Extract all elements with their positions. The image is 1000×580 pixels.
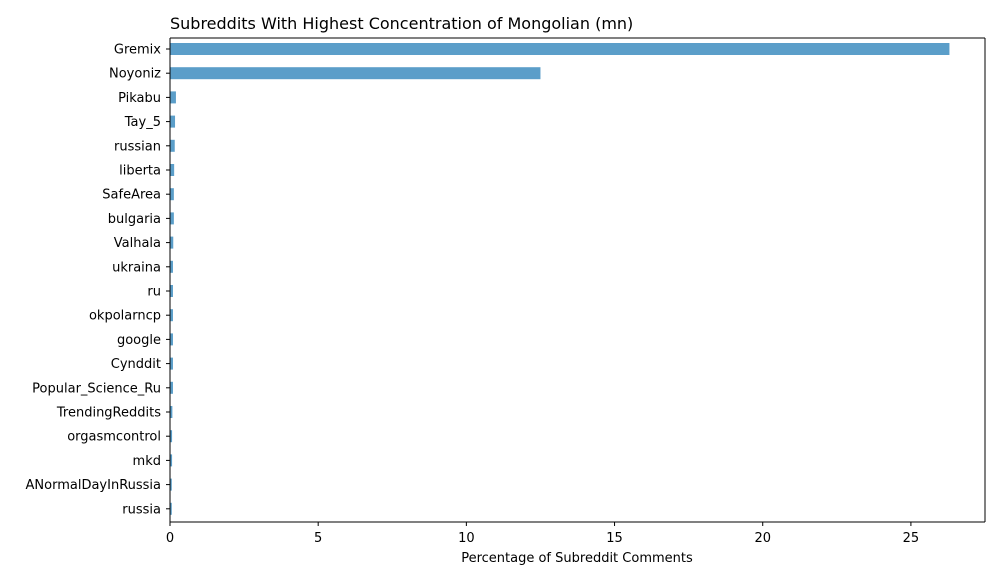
bar-trendingreddits (170, 406, 173, 418)
bar-safearea (170, 188, 174, 201)
bar-anormaldayinrussia (170, 478, 172, 491)
y-tick-label: mkd (133, 454, 161, 469)
bar-russian (170, 139, 175, 152)
x-tick-label: 15 (606, 531, 623, 546)
y-tick-label: SafeArea (102, 188, 161, 203)
bar-noyoniz (170, 67, 541, 80)
bar-ukraina (170, 260, 173, 273)
bar-okpolarncp (170, 309, 173, 322)
bar-valhala (170, 236, 174, 249)
y-tick-label: Popular_Science_Ru (32, 381, 161, 396)
bar-liberta (170, 164, 175, 176)
x-tick-label: 5 (314, 531, 322, 546)
y-tick-label: TrendingReddits (56, 406, 161, 421)
bar-orgasmcontrol (170, 430, 173, 443)
bar-google (170, 333, 173, 346)
x-axis-label: Percentage of Subreddit Comments (461, 551, 693, 566)
y-tick-label: ru (147, 285, 161, 300)
y-tick-label: google (117, 333, 161, 348)
y-tick-label: liberta (119, 164, 161, 179)
bar-tay-5 (170, 115, 176, 128)
y-tick-label: Noyoniz (109, 67, 161, 82)
y-tick-label: orgasmcontrol (67, 430, 161, 445)
bar-pikabu (170, 91, 176, 104)
y-tick-label: russia (122, 502, 161, 517)
x-tick-label: 10 (458, 531, 475, 546)
bars-group (170, 43, 950, 515)
x-ticks: 0 5 10 15 20 25 (166, 522, 919, 546)
x-tick-label: 0 (166, 531, 174, 546)
x-tick-label: 20 (754, 531, 771, 546)
y-tick-label: russian (114, 139, 161, 154)
x-tick-label: 25 (903, 531, 920, 546)
y-tick-label: ukraina (112, 260, 161, 275)
bar-russia (170, 502, 172, 515)
bar-mkd (170, 454, 173, 467)
bar-gremix (170, 43, 950, 55)
y-tick-label: Cynddit (111, 357, 161, 372)
y-tick-label: ANormalDayInRussia (26, 478, 161, 493)
y-tick-label: Gremix (114, 43, 161, 58)
y-tick-label: Tay_5 (124, 115, 161, 130)
y-tick-label: Pikabu (118, 91, 161, 106)
y-tick-label: Valhala (114, 236, 161, 251)
chart-title: Subreddits With Highest Concentration of… (170, 14, 633, 33)
bar-popular-science-ru (170, 381, 173, 394)
bar-ru (170, 285, 173, 297)
bar-cynddit (170, 357, 173, 370)
bar-bulgaria (170, 212, 174, 225)
y-tick-label: okpolarncp (89, 309, 161, 324)
y-tick-label: bulgaria (108, 212, 161, 227)
